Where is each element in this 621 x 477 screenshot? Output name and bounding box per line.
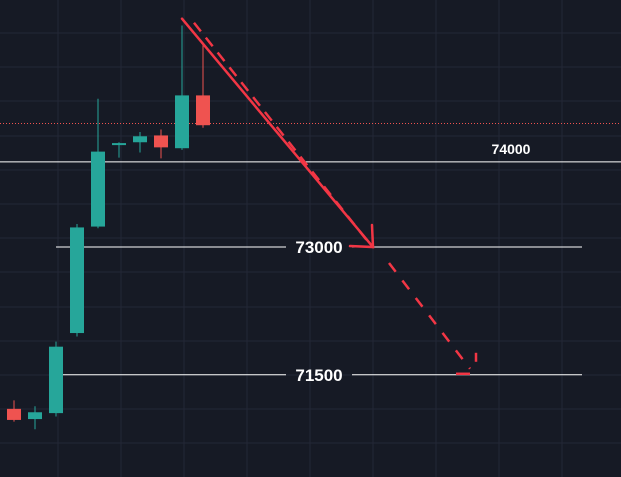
candle-body-3 [70,227,84,334]
candle-1 [28,406,42,430]
candle-body-1 [28,412,42,420]
level-label-74000: 74000 [492,141,531,157]
projection-arrowhead [348,223,375,249]
projection-drawing[interactable] [180,17,478,376]
candle-4 [91,98,105,229]
candle-body-7 [154,135,168,148]
candle-body-6 [133,136,147,143]
projection-continuation-dashed[interactable] [388,262,471,370]
candle-body-2 [49,346,63,414]
candle-9 [196,44,210,128]
candles [7,25,210,430]
level-label-71500: 71500 [295,366,342,385]
projection-dashed-overlay[interactable] [193,21,370,244]
candle-3 [70,224,84,337]
candle-body-0 [7,408,21,420]
candle-body-4 [91,151,105,227]
candle-body-9 [196,95,210,126]
candle-0 [7,400,21,422]
candle-body-5 [112,143,126,146]
candle-5 [112,142,126,158]
candle-2 [49,341,63,417]
candle-8 [175,25,189,150]
candle-7 [154,129,168,159]
candle-6 [133,132,147,153]
level-label-73000: 73000 [295,238,342,257]
candle-body-8 [175,95,189,149]
